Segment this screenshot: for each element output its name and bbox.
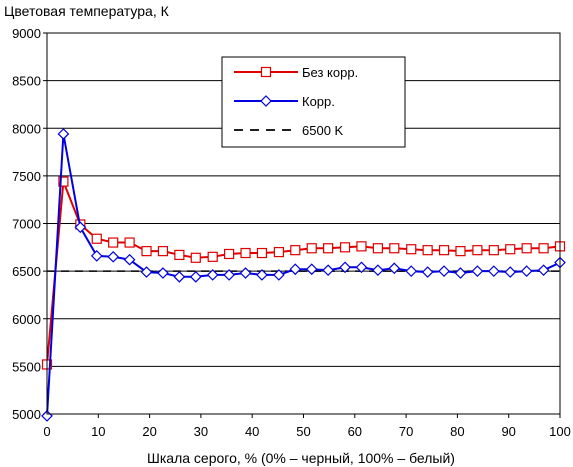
series-1-point-13 — [256, 269, 268, 281]
series-1-point-27 — [487, 265, 500, 277]
series-0-point-24 — [438, 245, 450, 256]
series-0-point-20 — [372, 243, 383, 254]
series-0-point-15 — [290, 245, 301, 256]
series-1-point-26 — [471, 265, 484, 277]
series-1-point-3 — [90, 250, 103, 262]
series-0-point-11 — [224, 248, 235, 260]
series-1-point-22 — [405, 265, 418, 277]
y-tick-label-2: 6000 — [12, 312, 41, 327]
series-1-point-24 — [438, 265, 450, 277]
x-tick-label-1: 10 — [91, 424, 105, 439]
y-tick-label-4: 7000 — [12, 217, 41, 232]
x-axis-ticks: 0 10 20 30 40 50 60 70 80 90 100 — [43, 414, 571, 439]
series-0-point-28 — [505, 244, 516, 255]
series-0-point-17 — [323, 243, 334, 254]
series-0-point-29 — [521, 243, 532, 254]
series-1-point-5 — [123, 253, 136, 266]
series-0-point-1 — [58, 176, 69, 187]
legend-label-0: Без корр. — [302, 65, 358, 80]
series-0-point-22 — [406, 244, 417, 255]
series-0-point-7 — [157, 246, 169, 257]
series-1-point-28 — [504, 266, 517, 278]
y-tick-label-7: 8500 — [12, 74, 41, 89]
series-1-point-12 — [239, 267, 252, 279]
series-0-point-21 — [389, 243, 400, 254]
series-1-point-16 — [305, 263, 318, 276]
series-1-point-14 — [273, 269, 285, 281]
series-1-point-18 — [339, 261, 351, 274]
series-1-point-4 — [107, 250, 120, 263]
legend-marker-1 — [260, 95, 272, 107]
series-0-point-23 — [422, 245, 433, 256]
series-0-point-3 — [91, 233, 102, 244]
legend-label-2: 6500 K — [302, 123, 344, 138]
y-tick-label-0: 5000 — [12, 407, 41, 422]
series-0-point-19 — [356, 241, 367, 252]
series-1-point-6 — [140, 266, 153, 278]
legend-marker-0 — [260, 66, 272, 78]
series-0-point-6 — [141, 246, 152, 257]
y-tick-label-3: 6500 — [12, 264, 41, 279]
series-layer — [41, 128, 566, 422]
series-1-point-23 — [421, 266, 434, 278]
plot-frame — [46, 32, 561, 415]
legend-label-1: Корр. — [302, 94, 335, 109]
y-axis-ticks: 5000 5500 6000 6500 7000 7500 8000 8500 9000 — [12, 26, 47, 422]
series-0-line — [46, 181, 561, 365]
x-tick-label-0: 0 — [43, 424, 50, 439]
series-1-point-29 — [520, 265, 533, 277]
series-1-point-11 — [223, 269, 235, 281]
series-0-point-14 — [273, 246, 284, 258]
series-0-point-12 — [240, 247, 251, 259]
series-0-point-25 — [455, 246, 466, 257]
series-0-point-26 — [472, 245, 483, 256]
x-tick-label-3: 30 — [194, 424, 208, 439]
series-0-point-10 — [207, 251, 218, 262]
y-tick-label-6: 8000 — [12, 121, 41, 136]
series-1-point-10 — [206, 269, 219, 281]
series-1-point-30 — [537, 264, 550, 277]
y-tick-label-1: 5500 — [12, 359, 41, 374]
series-1-point-2 — [74, 221, 87, 234]
series-1-point-21 — [388, 262, 401, 275]
series-1-point-20 — [372, 264, 384, 277]
series-0-point-9 — [190, 252, 201, 263]
x-axis-label: Шкала серого, % (0% – черный, 100% – бел… — [147, 450, 455, 466]
x-tick-label-2: 20 — [142, 424, 156, 439]
x-tick-label-7: 70 — [399, 424, 413, 439]
series-1-point-1 — [57, 128, 70, 140]
series-0-point-27 — [488, 245, 499, 256]
series-0-point-30 — [538, 243, 549, 254]
x-tick-label-10: 100 — [549, 424, 571, 439]
chart-title: Цветовая температура, К — [4, 3, 170, 19]
series-1-point-9 — [189, 270, 202, 283]
series-1-point-8 — [173, 270, 186, 283]
legend: Без корр. Корр. 6500 K — [221, 56, 406, 148]
series-0-point-13 — [256, 247, 268, 259]
series-1-point-15 — [289, 263, 302, 276]
series-0-point-4 — [108, 237, 119, 248]
x-tick-label-4: 40 — [245, 424, 259, 439]
series-0-point-5 — [124, 237, 135, 248]
series-1 — [41, 128, 566, 422]
series-1-point-7 — [157, 267, 169, 279]
series-0-point-16 — [306, 243, 317, 254]
series-0 — [41, 176, 566, 370]
series-1-point-25 — [454, 267, 467, 279]
x-tick-label-9: 90 — [501, 424, 515, 439]
series-0-point-18 — [339, 242, 351, 253]
y-tick-label-5: 7500 — [12, 169, 41, 184]
y-tick-label-8: 9000 — [12, 26, 41, 41]
series-1-point-17 — [322, 264, 334, 277]
x-tick-label-8: 80 — [450, 424, 464, 439]
x-tick-label-6: 60 — [348, 424, 362, 439]
series-0-point-8 — [174, 249, 185, 261]
x-tick-label-5: 50 — [296, 424, 310, 439]
series-1-point-19 — [355, 261, 368, 274]
